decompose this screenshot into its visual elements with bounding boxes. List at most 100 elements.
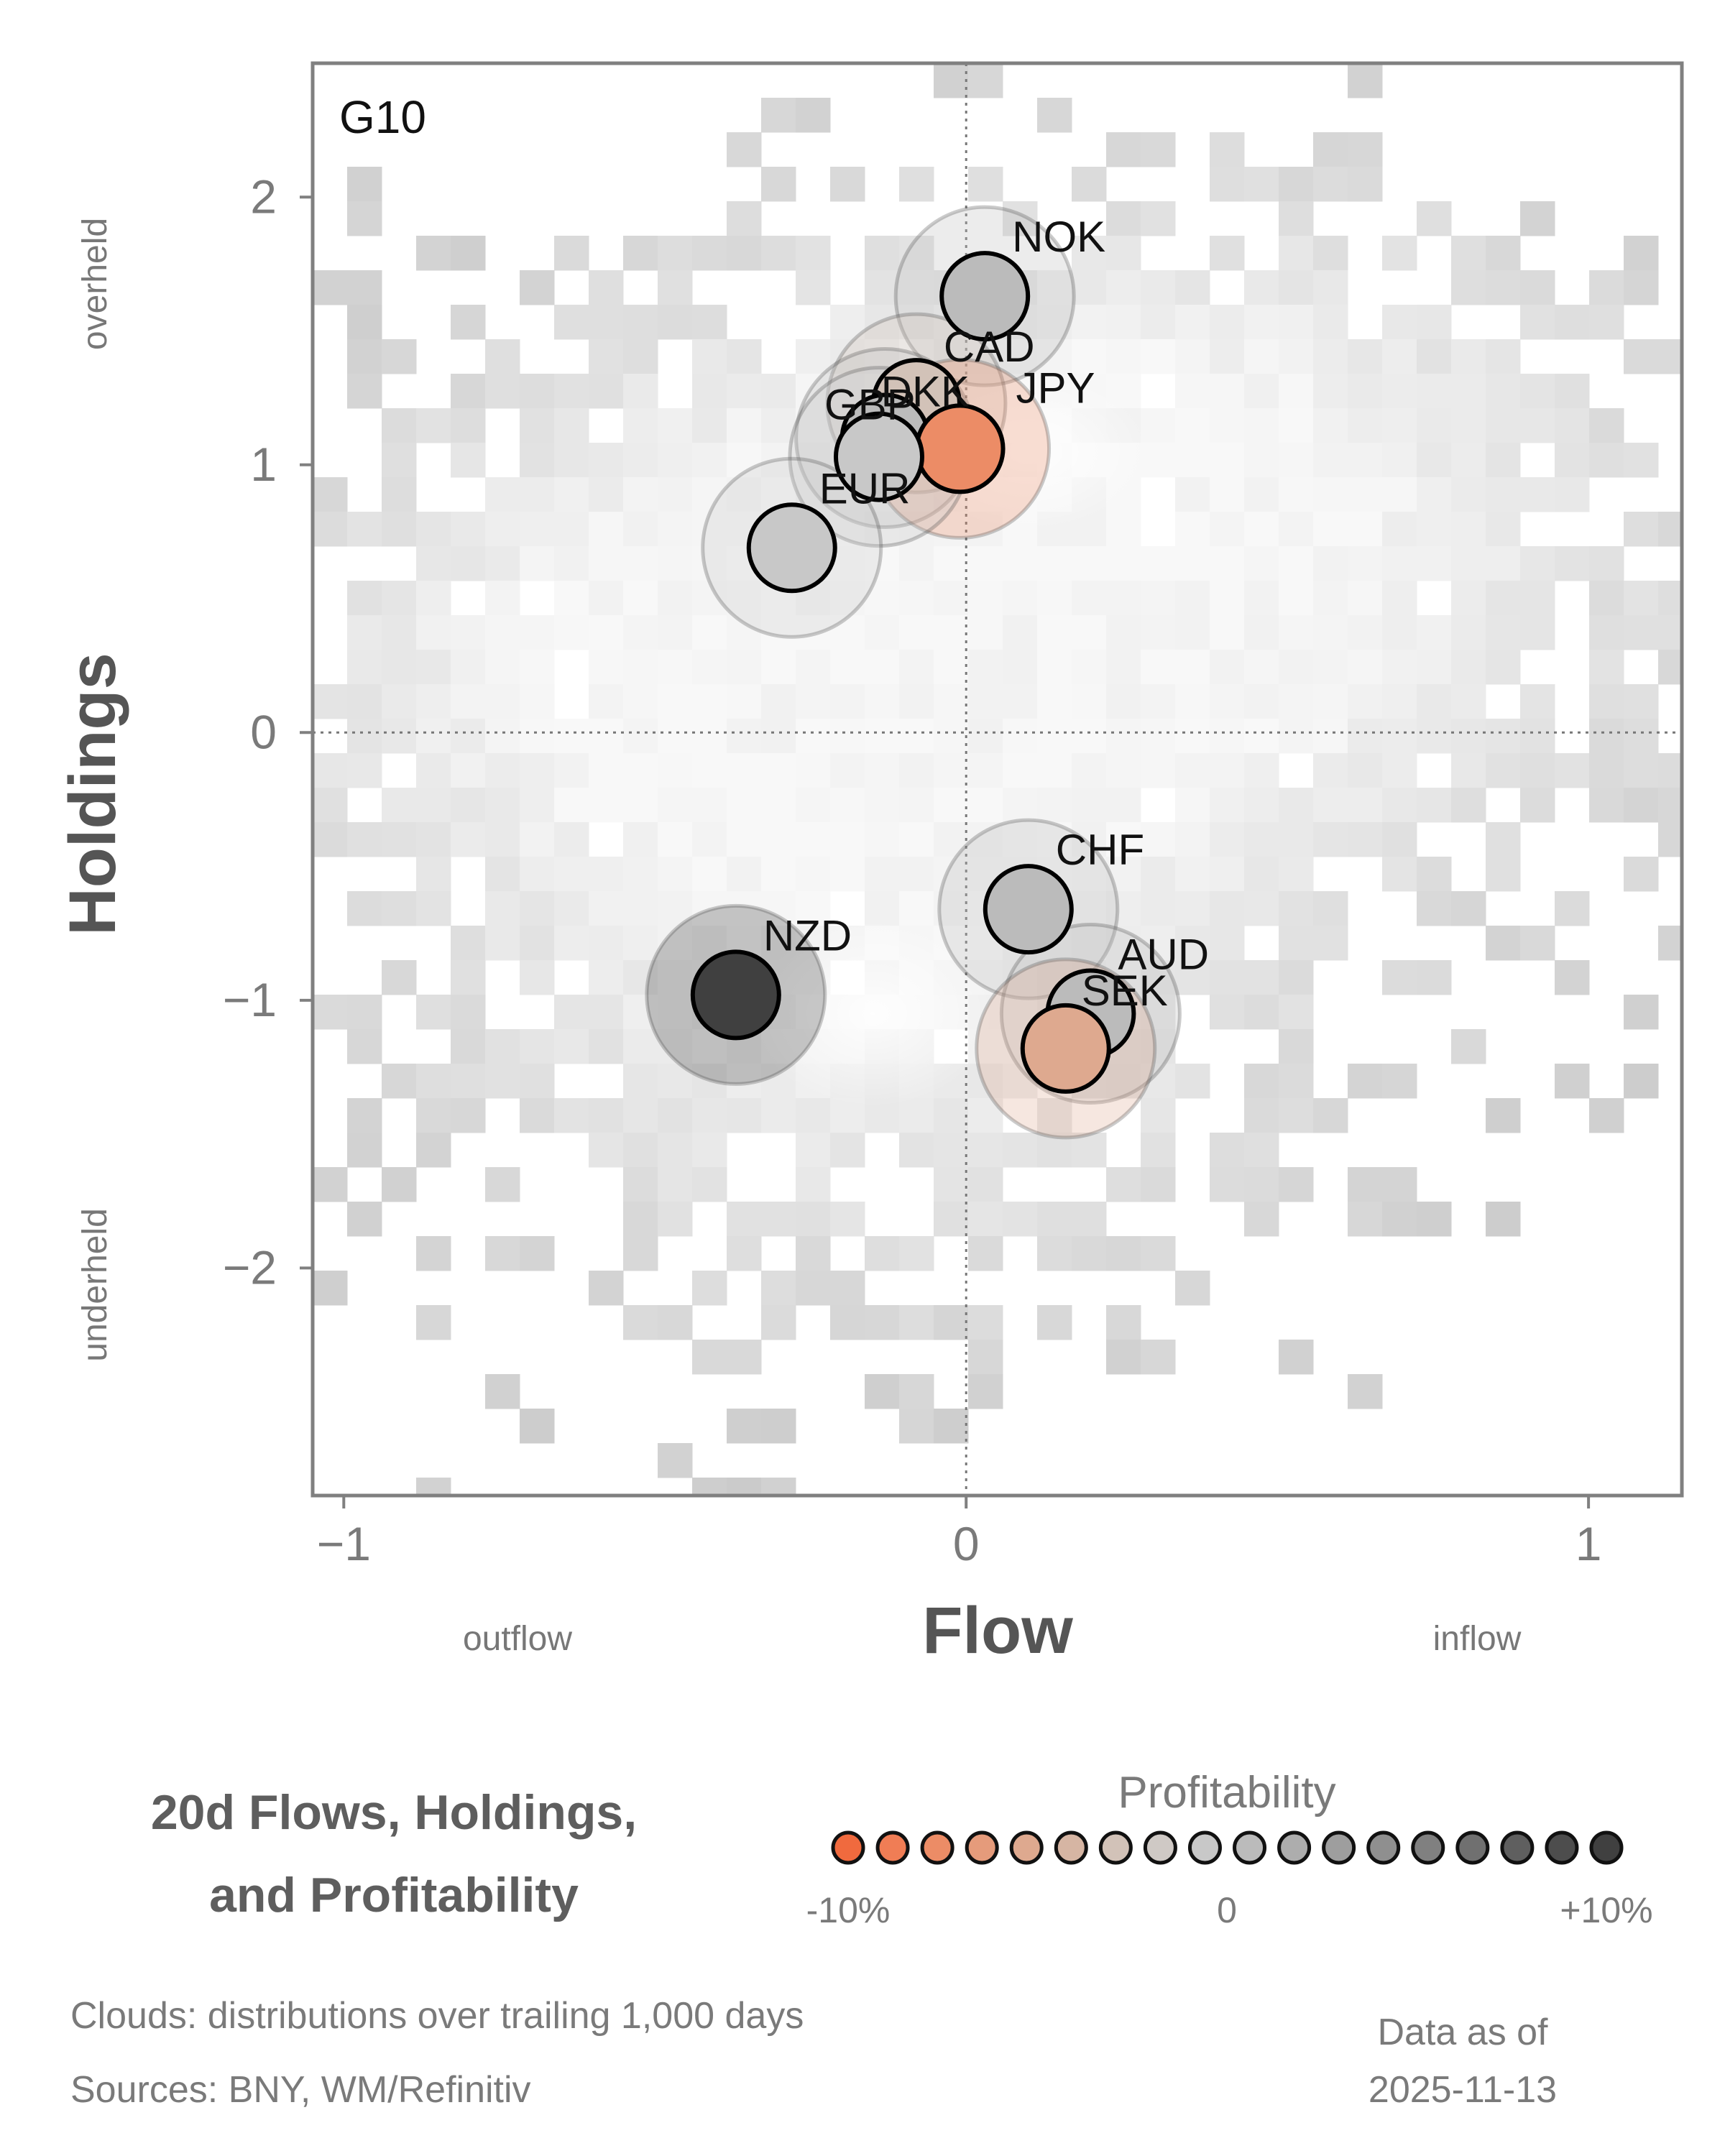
cloud-cell (1658, 926, 1682, 961)
colorbar-swatch (1187, 1830, 1222, 1865)
cloud-cell (830, 615, 865, 650)
cloud-cell (968, 1098, 1003, 1133)
cloud-cell (1244, 753, 1279, 788)
cloud-cell (934, 650, 969, 685)
cloud-cell (416, 995, 451, 1030)
y-side-label-top: overheld (76, 218, 114, 350)
cloud-cell (727, 1478, 762, 1496)
cloud-cell (1106, 1236, 1141, 1271)
cloud-cell (796, 1202, 831, 1237)
cloud-cell (1486, 546, 1521, 581)
cloud-cell (1175, 512, 1210, 547)
cloud-cell (1313, 236, 1348, 271)
cloud-cell (1210, 581, 1245, 616)
cloud-cell (865, 546, 900, 581)
cloud-cell (727, 1340, 762, 1375)
cloud-cell (727, 339, 762, 374)
cloud-cell (382, 719, 417, 754)
cloud-cell (796, 857, 831, 892)
cloud-cell (968, 63, 1003, 98)
cloud-cell (1520, 374, 1555, 409)
cloud-cell (1451, 374, 1486, 409)
cloud-cell (589, 546, 624, 581)
cloud-cell (1244, 339, 1279, 374)
cloud-cell (1486, 857, 1521, 892)
y-tick-label: −1 (223, 973, 277, 1026)
cloud-cell (589, 926, 624, 961)
y-tick-label: 1 (250, 438, 277, 491)
cloud-cell (830, 1271, 865, 1306)
cloud-cell (485, 615, 520, 650)
cloud-cell (1348, 753, 1383, 788)
cloud-cell (520, 960, 555, 995)
cloud-cell (658, 1305, 693, 1340)
cloud-cell (1486, 581, 1521, 616)
cloud-cell (899, 857, 934, 892)
cloud-cell (451, 753, 486, 788)
cloud-cell (692, 857, 727, 892)
cloud-cell (1348, 684, 1383, 719)
cloud-cell (1175, 477, 1210, 512)
cloud-cell (1141, 753, 1176, 788)
cloud-cell (658, 236, 693, 271)
cloud-cell (1658, 339, 1682, 374)
cloud-cell (658, 443, 693, 478)
cloud-cell (1520, 719, 1555, 754)
point-label-chf: CHF (1056, 826, 1144, 874)
cloud-cell (623, 477, 658, 512)
cloud-cell (1037, 1236, 1072, 1271)
cloud-cell (727, 1236, 762, 1271)
cloud-cell (899, 1409, 934, 1444)
cloud-cell (1520, 926, 1555, 961)
cloud-cell (1555, 408, 1590, 443)
cloud-cell (1175, 891, 1210, 926)
cloud-cell (899, 650, 934, 685)
cloud-cell (727, 1202, 762, 1237)
cloud-cell (968, 546, 1003, 581)
cloud-cell (1244, 1064, 1279, 1099)
cloud-cell (692, 650, 727, 685)
cloud-cell (1279, 1029, 1314, 1064)
cloud-cell (727, 443, 762, 478)
cloud-cell (1072, 270, 1107, 305)
colorbar-swatch (1009, 1830, 1044, 1865)
point-label-aud: AUD (1118, 930, 1209, 978)
colorbar-swatch (1455, 1830, 1490, 1865)
colorbar-swatch (875, 1830, 910, 1865)
cloud-cell (1451, 443, 1486, 478)
point-label-sek: SEK (1082, 967, 1168, 1015)
cloud-cell (1106, 270, 1141, 305)
cloud-cell (589, 1133, 624, 1168)
cloud-cell (451, 1098, 486, 1133)
cloud-cell (520, 270, 555, 305)
cloud-cell (658, 891, 693, 926)
cloud-cell (1382, 408, 1417, 443)
cloud-cell (1382, 1167, 1417, 1202)
cloud-cell (382, 615, 417, 650)
cloud-cell (1486, 822, 1521, 857)
cloud-cell (416, 581, 451, 616)
cloud-cell (761, 374, 796, 409)
cloud-cell (1003, 788, 1038, 823)
cloud-cell (451, 960, 486, 995)
cloud-cell (451, 995, 486, 1030)
cloud-cell (347, 512, 382, 547)
cloud-cell (968, 615, 1003, 650)
cloud-cell (623, 339, 658, 374)
cloud-cell (1072, 339, 1107, 374)
cloud-cell (1141, 270, 1176, 305)
sources-note: Sources: BNY, WM/Refinitiv (70, 2069, 531, 2111)
cloud-cell (796, 615, 831, 650)
cloud-cell (1313, 305, 1348, 340)
cloud-cell (761, 684, 796, 719)
cloud-cell (485, 581, 520, 616)
cloud-cell (623, 443, 658, 478)
cloud-cell (520, 1064, 555, 1099)
cloud-cell (623, 408, 658, 443)
cloud-cell (1141, 339, 1176, 374)
cloud-cell (761, 753, 796, 788)
cloud-cell (347, 684, 382, 719)
cloud-cell (313, 477, 348, 512)
plot-frame (310, 61, 1684, 1498)
